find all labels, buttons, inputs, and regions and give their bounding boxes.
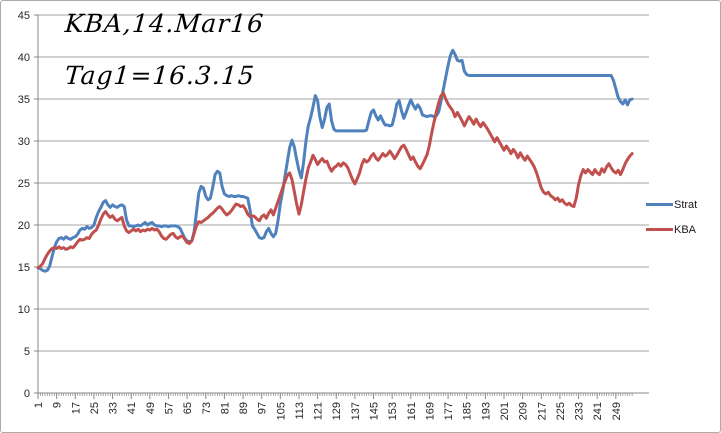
svg-text:10: 10 (18, 304, 30, 316)
svg-text:40: 40 (18, 52, 30, 64)
svg-text:249: 249 (611, 402, 623, 420)
svg-text:217: 217 (536, 402, 548, 420)
svg-text:97: 97 (257, 402, 269, 414)
svg-text:145: 145 (369, 402, 381, 420)
svg-text:9: 9 (52, 402, 64, 408)
chart-annotation-subtitle: Tag1=16.3.15 (63, 61, 256, 90)
svg-text:129: 129 (331, 402, 343, 420)
svg-text:89: 89 (238, 402, 250, 414)
svg-text:25: 25 (18, 178, 30, 190)
chart-annotation-title: KBA,14.Mar16 (63, 9, 266, 38)
svg-text:0: 0 (24, 388, 30, 400)
svg-text:65: 65 (182, 402, 194, 414)
svg-text:35: 35 (18, 94, 30, 106)
chart-legend: Strat KBA (646, 192, 718, 242)
svg-text:185: 185 (462, 402, 474, 420)
svg-text:41: 41 (126, 402, 138, 414)
svg-text:105: 105 (275, 402, 287, 420)
kba-line-swatch (646, 228, 673, 231)
svg-text:121: 121 (313, 402, 325, 420)
svg-text:81: 81 (219, 402, 231, 414)
svg-text:33: 33 (108, 402, 120, 414)
svg-text:49: 49 (145, 402, 157, 414)
legend-item-strat[interactable]: Strat (646, 192, 718, 217)
svg-text:225: 225 (555, 402, 567, 420)
svg-text:233: 233 (574, 402, 586, 420)
svg-text:17: 17 (70, 402, 82, 414)
svg-text:153: 153 (387, 402, 399, 420)
svg-text:137: 137 (350, 402, 362, 420)
svg-text:201: 201 (499, 402, 511, 420)
svg-text:15: 15 (18, 262, 30, 274)
svg-text:113: 113 (294, 402, 306, 420)
legend-item-kba[interactable]: KBA (646, 217, 718, 242)
svg-text:177: 177 (443, 402, 455, 420)
svg-text:193: 193 (480, 402, 492, 420)
legend-label-strat: Strat (674, 198, 698, 211)
svg-text:169: 169 (424, 402, 436, 420)
strat-line-swatch (646, 203, 673, 206)
svg-text:5: 5 (24, 346, 30, 358)
svg-text:20: 20 (18, 220, 30, 232)
svg-text:1: 1 (33, 402, 45, 408)
svg-text:25: 25 (89, 402, 101, 414)
svg-text:57: 57 (163, 402, 175, 414)
svg-text:45: 45 (18, 10, 30, 22)
svg-text:241: 241 (592, 402, 604, 420)
svg-text:161: 161 (406, 402, 418, 420)
svg-text:73: 73 (201, 402, 213, 414)
svg-text:30: 30 (18, 136, 30, 148)
legend-label-kba: KBA (674, 223, 697, 236)
svg-text:209: 209 (518, 402, 530, 420)
